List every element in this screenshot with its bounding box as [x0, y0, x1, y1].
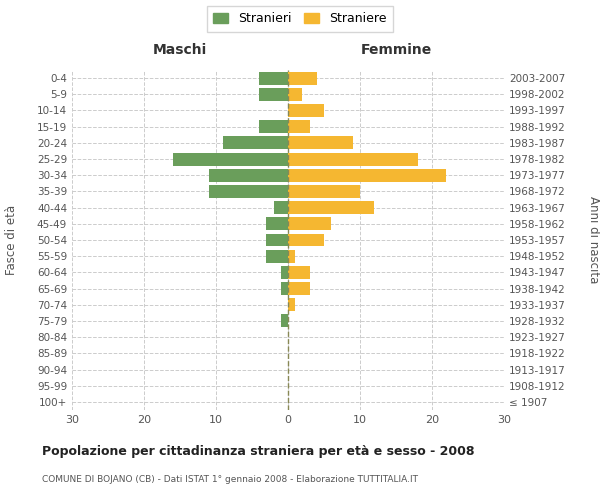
Bar: [288, 218, 331, 230]
Bar: [259, 120, 288, 133]
Bar: [266, 234, 288, 246]
Text: Femmine: Femmine: [361, 44, 431, 58]
Legend: Stranieri, Straniere: Stranieri, Straniere: [207, 6, 393, 32]
Text: Fasce di età: Fasce di età: [5, 205, 19, 275]
Bar: [288, 250, 295, 262]
Bar: [288, 298, 295, 311]
Bar: [281, 314, 288, 328]
Bar: [288, 201, 374, 214]
Bar: [259, 88, 288, 101]
Bar: [266, 250, 288, 262]
Bar: [288, 234, 324, 246]
Bar: [288, 120, 310, 133]
Bar: [288, 185, 360, 198]
Bar: [209, 169, 288, 181]
Bar: [223, 136, 288, 149]
Bar: [266, 218, 288, 230]
Bar: [288, 72, 317, 85]
Bar: [288, 282, 310, 295]
Text: COMUNE DI BOJANO (CB) - Dati ISTAT 1° gennaio 2008 - Elaborazione TUTTITALIA.IT: COMUNE DI BOJANO (CB) - Dati ISTAT 1° ge…: [42, 475, 418, 484]
Bar: [288, 266, 310, 279]
Bar: [288, 88, 302, 101]
Bar: [288, 136, 353, 149]
Text: Anni di nascita: Anni di nascita: [587, 196, 600, 284]
Bar: [209, 185, 288, 198]
Bar: [288, 104, 324, 117]
Bar: [259, 72, 288, 85]
Bar: [274, 201, 288, 214]
Bar: [173, 152, 288, 166]
Bar: [288, 169, 446, 181]
Bar: [281, 266, 288, 279]
Bar: [281, 282, 288, 295]
Text: Maschi: Maschi: [153, 44, 207, 58]
Bar: [288, 152, 418, 166]
Text: Popolazione per cittadinanza straniera per età e sesso - 2008: Popolazione per cittadinanza straniera p…: [42, 445, 475, 458]
